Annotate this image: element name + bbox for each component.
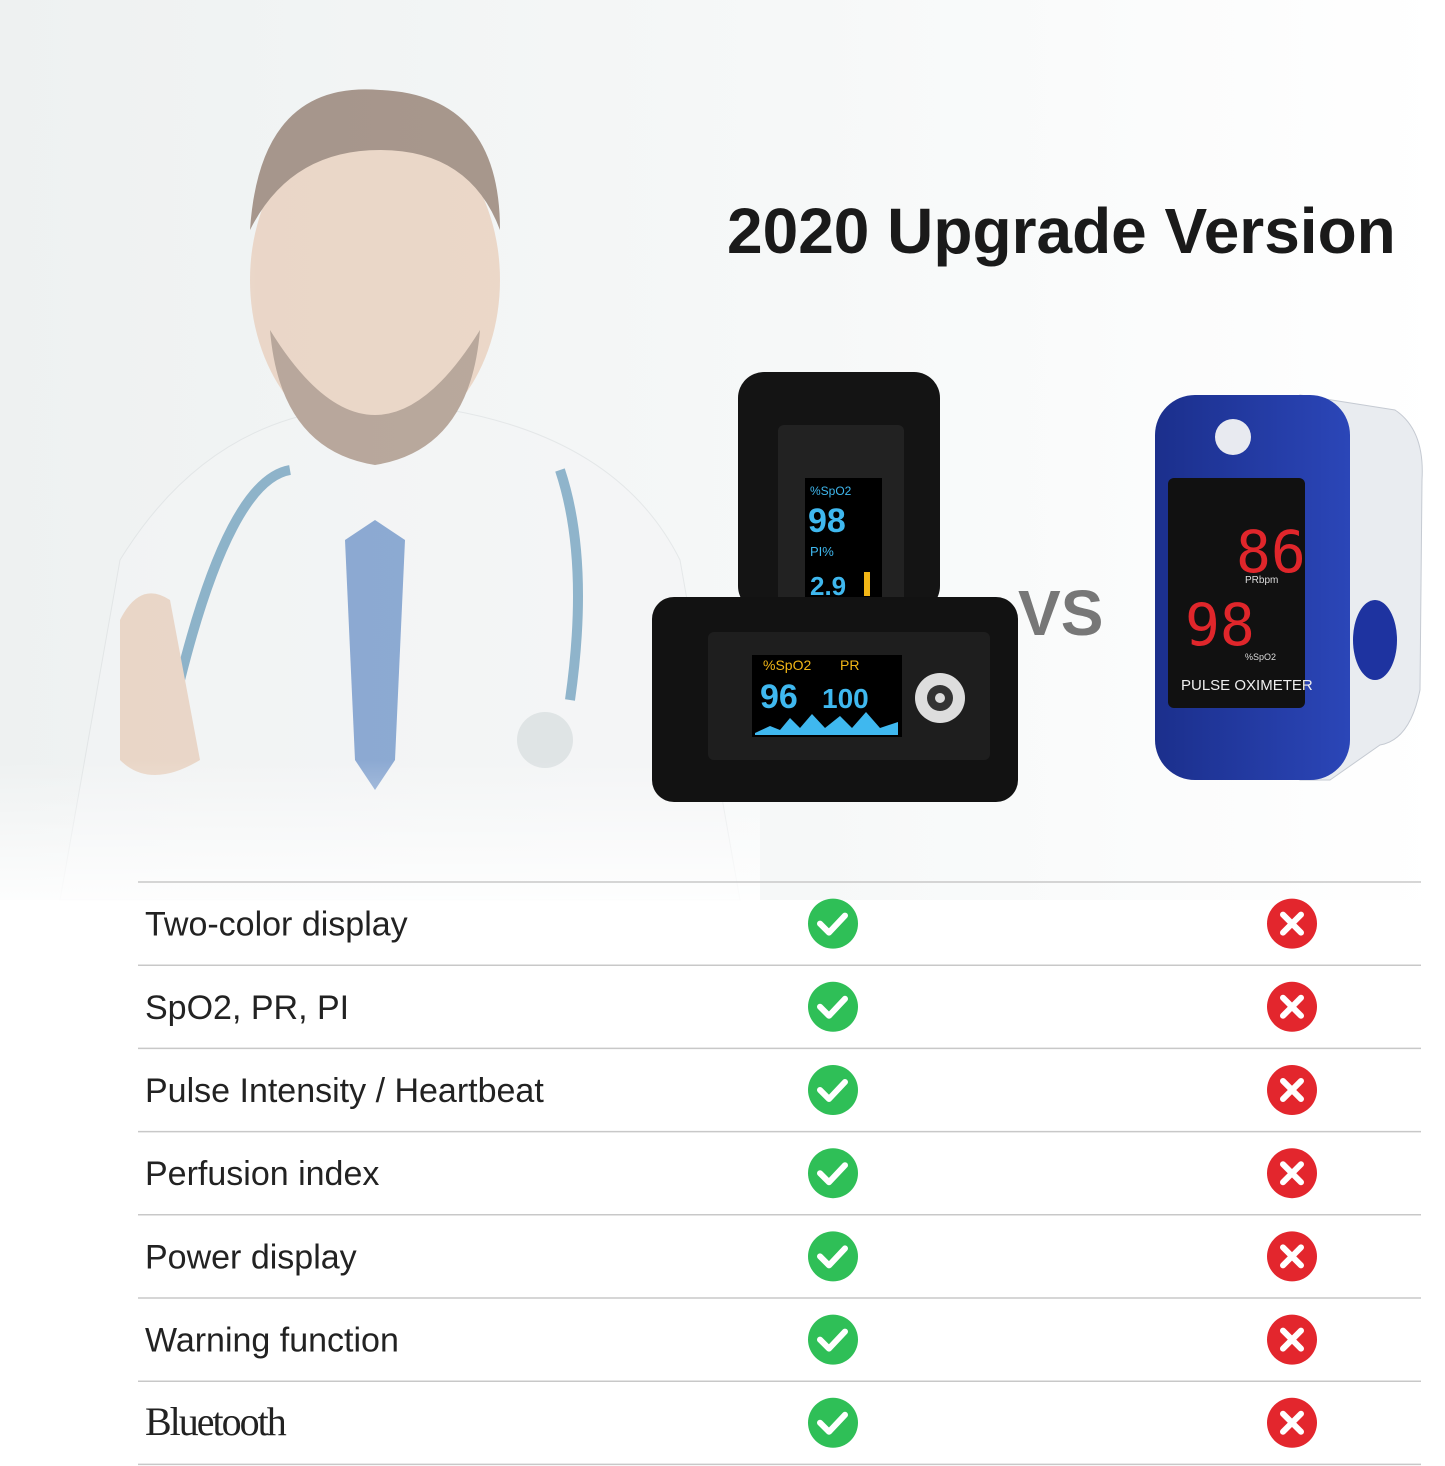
screen-value: 98 <box>1185 591 1255 659</box>
check-mark <box>817 1079 848 1102</box>
check-icon <box>808 1148 858 1199</box>
fade-overlay <box>0 600 760 920</box>
feature-label: SpO2, PR, PI <box>145 989 349 1027</box>
cross-icon <box>1267 1314 1317 1365</box>
cross-mark <box>1280 1161 1304 1186</box>
cross-mark <box>1280 1078 1304 1102</box>
screen-value: 96 <box>760 678 798 716</box>
cross-mark <box>1280 911 1304 936</box>
feature-label: Power display <box>145 1238 357 1276</box>
check-mark <box>817 912 848 936</box>
new-device-front: %SpO2 PR 96 100 <box>652 597 1018 802</box>
screen-text: %SpO2 <box>763 657 811 673</box>
check-circle <box>808 1231 858 1282</box>
feature-label: Warning function <box>145 1322 399 1360</box>
check-icon <box>808 1314 858 1365</box>
screen-text: %SpO2 <box>810 484 852 498</box>
cross-icon <box>1267 898 1317 949</box>
check-circle <box>808 1397 858 1448</box>
screen-value: 98 <box>808 502 846 540</box>
old-device: 86 PRbpm 98 %SpO2 PULSE OXIMETER <box>1155 394 1423 781</box>
check-icon <box>808 1397 858 1448</box>
device-label: PULSE OXIMETER <box>1181 677 1313 694</box>
cross-icon <box>1267 1397 1317 1448</box>
feature-label: Perfusion index <box>145 1155 379 1193</box>
feature-label: Bluetooth <box>145 1399 287 1444</box>
screen-value: 2.9 <box>810 571 846 601</box>
check-icon <box>808 1065 858 1115</box>
comparison-table: Two-color display SpO2, PR, PI Pulse Inten… <box>138 881 1421 1466</box>
check-icon <box>808 1231 858 1282</box>
screen-text: %SpO2 <box>1245 652 1276 662</box>
check-mark <box>817 995 848 1019</box>
cross-mark <box>1280 1327 1304 1352</box>
feature-label: Pulse Intensity / Heartbeat <box>145 1072 544 1110</box>
cross-mark <box>1280 994 1304 1019</box>
cross-icon <box>1267 1148 1317 1199</box>
check-mark <box>817 1411 848 1435</box>
check-mark <box>817 1245 848 1269</box>
screen-text: PI% <box>810 544 834 559</box>
check-circle <box>808 981 858 1032</box>
check-icon <box>808 898 858 949</box>
title: 2020 Upgrade Version <box>727 195 1396 267</box>
cross-icon <box>1267 981 1317 1032</box>
new-device-top: %SpO2 98 PI% 2.9 <box>738 372 940 612</box>
vs-label: VS <box>1018 577 1103 649</box>
check-circle <box>808 898 858 949</box>
check-mark <box>817 1328 848 1352</box>
screen-text: PR <box>840 657 859 673</box>
check-circle <box>808 1314 858 1365</box>
cross-icon <box>1267 1065 1317 1115</box>
screen-text: PRbpm <box>1245 575 1278 586</box>
check-circle <box>808 1148 858 1199</box>
screen-value: 86 <box>1236 518 1306 586</box>
check-mark <box>817 1162 848 1186</box>
cross-mark <box>1280 1410 1304 1435</box>
feature-label: Two-color display <box>145 906 408 944</box>
screen-value: 100 <box>822 683 869 714</box>
cross-icon <box>1267 1231 1317 1282</box>
cross-mark <box>1280 1244 1304 1269</box>
check-circle <box>808 1065 858 1115</box>
check-icon <box>808 981 858 1032</box>
